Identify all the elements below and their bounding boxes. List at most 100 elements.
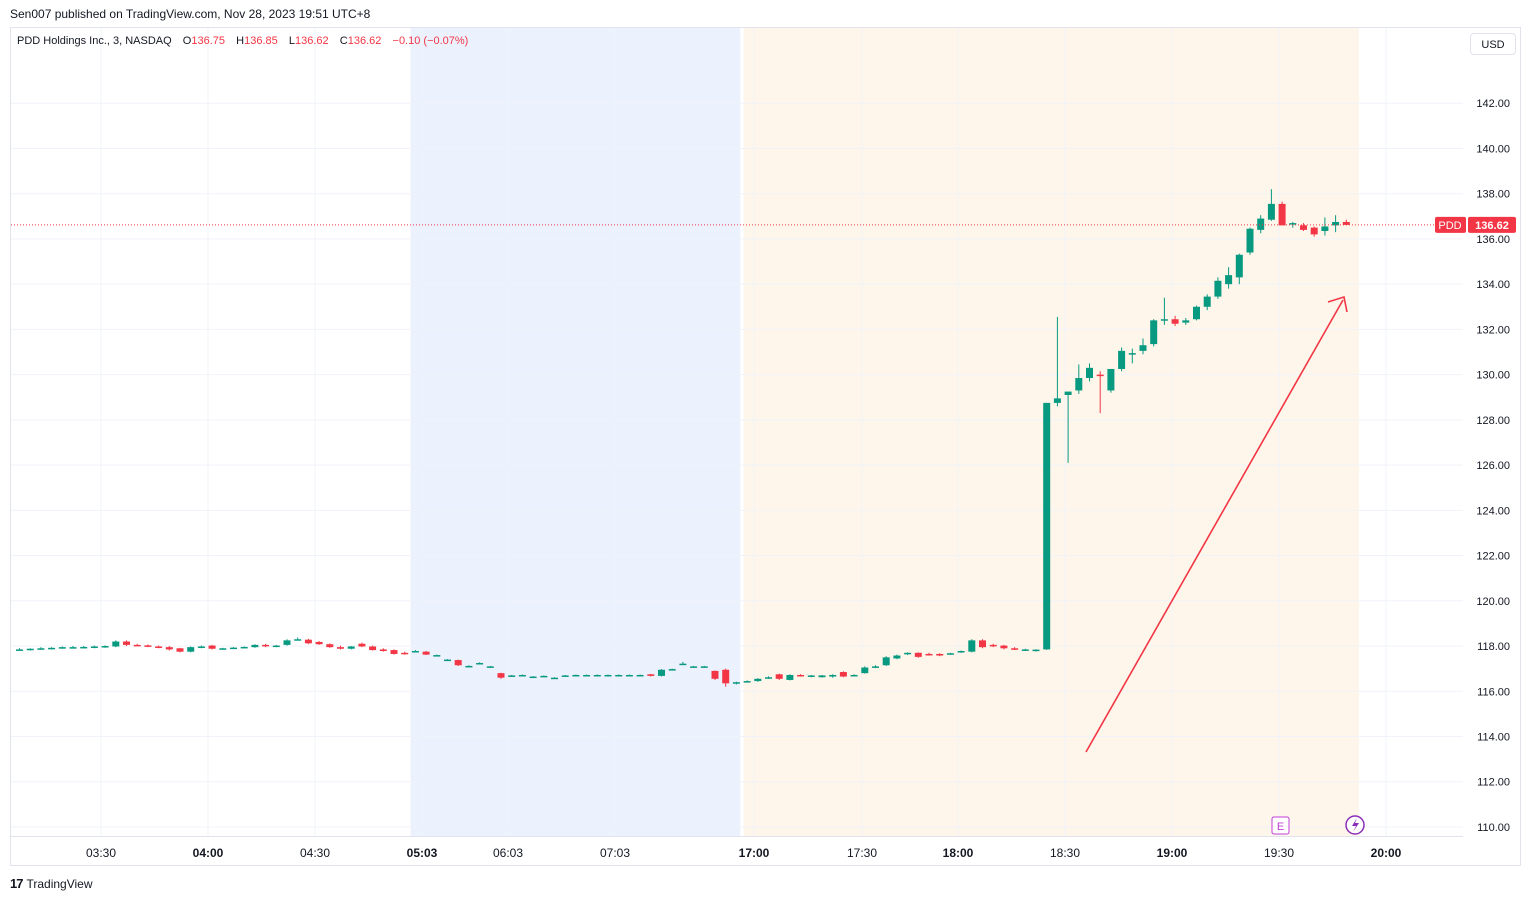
candle-body (476, 662, 484, 665)
lightning-icon-glyph (1352, 818, 1359, 832)
grid (11, 28, 1463, 836)
candle-body (1235, 254, 1243, 278)
price-badge-value: 136.62 (1475, 220, 1509, 232)
candle-body (508, 675, 516, 677)
axes: 110.00 112.00 114.00 116.00 118.00 120.00 122.… (11, 98, 1510, 860)
candle-body (946, 653, 954, 655)
candle-body (968, 640, 976, 652)
candle-body (647, 674, 655, 676)
candle-body (914, 652, 922, 657)
y-tick-label: 112.00 (1477, 777, 1510, 789)
candle-body (1064, 391, 1072, 395)
candle-body (219, 648, 227, 650)
candle-body (283, 640, 291, 645)
candle-body (732, 682, 740, 684)
candle-body (872, 666, 879, 668)
candle-body (294, 639, 302, 641)
earnings-marker-box (1271, 816, 1290, 835)
x-tick-label: 04:00 (193, 846, 224, 860)
price-badge-ticker-bg (1435, 216, 1466, 233)
candle-body (187, 647, 195, 652)
candle-body (861, 667, 869, 674)
candle-body (765, 677, 772, 679)
candle-body (1193, 306, 1200, 320)
candle-body (337, 647, 344, 649)
candle-body (1150, 320, 1158, 345)
trend-arrow-head (1327, 295, 1348, 313)
candle-body (16, 649, 23, 651)
candle-body (936, 653, 944, 656)
y-tick-label: 138.00 (1476, 189, 1510, 201)
candle-body (1128, 353, 1136, 355)
close-value: 136.62 (347, 35, 382, 47)
candle-body (433, 655, 441, 657)
candle-body (155, 646, 163, 648)
x-tick-label: 19:30 (1264, 846, 1294, 860)
candle-body (165, 647, 173, 650)
close-label: C (339, 35, 348, 47)
candle-body (465, 665, 473, 668)
candle-body (26, 648, 34, 651)
currency-button[interactable]: USD (1470, 33, 1516, 55)
candle-body (1011, 648, 1019, 650)
candle-body (358, 643, 366, 647)
candle-body (101, 646, 109, 648)
candle-body (390, 650, 398, 654)
candle-body (1342, 221, 1350, 225)
x-tick-label: 18:30 (1050, 846, 1080, 860)
x-tick-label: 06:03 (493, 846, 523, 860)
candle-body (1289, 223, 1297, 225)
candle-body (882, 657, 890, 666)
candle-body (700, 666, 708, 668)
high-value: 136.85 (244, 35, 278, 47)
candle-body (925, 653, 933, 656)
candle-body (1096, 374, 1104, 377)
candle-body (272, 645, 280, 648)
y-tick-label: 134.00 (1476, 279, 1510, 291)
candle-body (262, 644, 270, 647)
price-badge-ticker: PDD (1438, 220, 1461, 232)
candle-body (48, 647, 56, 650)
candle-body (230, 647, 237, 650)
candle-body (1246, 228, 1254, 253)
candle-body (1225, 275, 1233, 285)
trend-arrow-line (1085, 299, 1344, 753)
x-tick-label: 19:00 (1157, 846, 1188, 860)
candle-body (818, 675, 826, 678)
candle-body (1032, 649, 1040, 652)
candle-body (1300, 225, 1307, 230)
candle-body (1203, 296, 1211, 307)
candle-body (711, 670, 719, 679)
overlays: PDD 136.62 E (11, 216, 1516, 835)
candle-body (1043, 402, 1051, 650)
candle-body (668, 669, 676, 671)
candle-body (754, 678, 762, 682)
y-tick-label: 126.00 (1476, 460, 1510, 472)
candle-body (1182, 320, 1190, 323)
candle-body (240, 646, 248, 649)
publish-info: Sen007 published on TradingView.com, Nov… (10, 7, 371, 21)
candle-body (1214, 280, 1222, 297)
candle-body (315, 641, 323, 645)
candle-body (251, 644, 259, 648)
candle-body (1171, 319, 1179, 324)
candle-body (444, 659, 451, 662)
x-tick-label: 04:30 (300, 846, 330, 860)
candle-body (1118, 350, 1126, 369)
candle-body (497, 673, 505, 678)
y-tick-label: 128.00 (1476, 415, 1510, 427)
candle-body (133, 644, 141, 647)
candle-body (1053, 398, 1061, 403)
candle-body (144, 645, 152, 647)
footer-brand[interactable]: 17 TradingView (10, 876, 93, 891)
change-value: −0.10 (−0.07%) (392, 35, 469, 47)
candle-body (326, 644, 334, 648)
candle-body (80, 646, 88, 649)
open-value: 136.75 (191, 35, 226, 47)
candle-body (112, 641, 120, 647)
tradingview-logo-icon: 17 (10, 876, 24, 891)
candle-body (957, 650, 965, 653)
candle-body (454, 660, 462, 666)
candle-body (1021, 649, 1029, 651)
